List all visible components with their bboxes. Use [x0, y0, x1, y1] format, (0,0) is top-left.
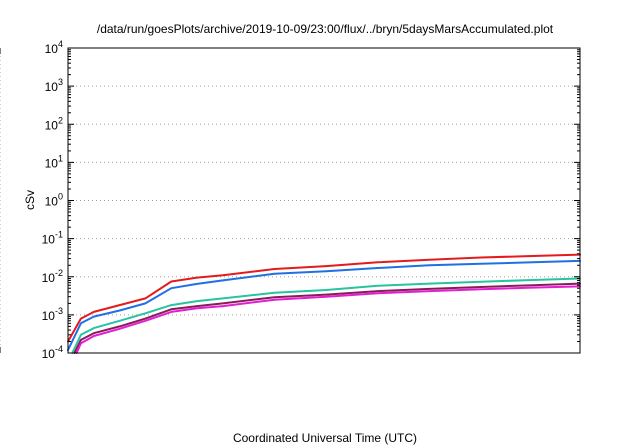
y-tick-label: 103	[45, 77, 63, 94]
y-tick-label: 100	[45, 192, 63, 209]
series-line-5	[75, 285, 581, 354]
y-axis-label: cSv	[23, 190, 37, 210]
series-line-2	[67, 259, 581, 351]
y-tick-label: 102	[45, 115, 63, 132]
y-tick-label: 10-3	[42, 306, 63, 323]
y-tick-label: 10-4	[42, 344, 63, 361]
chart-title: /data/run/goesPlots/archive/2019-10-09/2…	[97, 22, 554, 36]
series-line-1	[67, 253, 581, 343]
y-tick-label: 10-1	[42, 230, 63, 247]
series-line-3	[71, 277, 581, 354]
y-tick-label: 101	[45, 153, 63, 170]
y-axis: 10-4 10-3 10-2 10-1 100 101 102 103 104	[42, 39, 580, 361]
grid-lines	[0, 48, 580, 353]
data-series	[67, 253, 581, 354]
series-line-4	[73, 282, 581, 354]
x-axis-label: Coordinated Universal Time (UTC)	[233, 431, 417, 445]
y-tick-label: 104	[45, 39, 63, 56]
y-tick-label: 10-2	[42, 268, 63, 285]
